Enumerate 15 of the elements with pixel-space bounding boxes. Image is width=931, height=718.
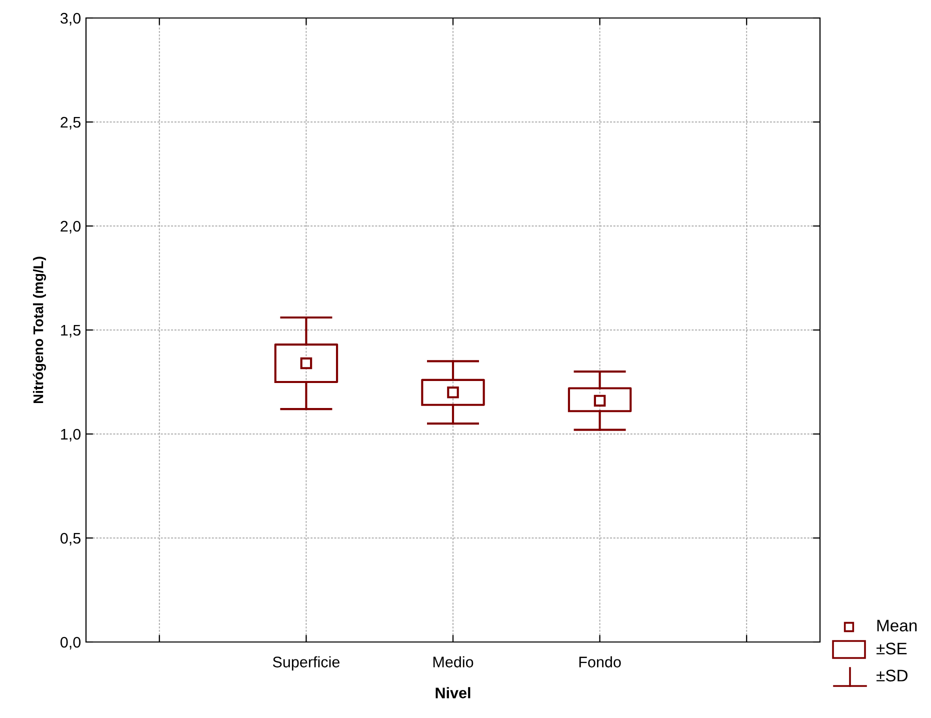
- x-tick-label: Fondo: [579, 656, 621, 668]
- text: Mean: [877, 620, 917, 632]
- x-axis-title: Nivel: [436, 687, 470, 698]
- y-tick-label: 2,0: [60, 220, 81, 234]
- text: ±SD: [876, 670, 908, 682]
- text: ±SE: [876, 642, 907, 654]
- y-axis-title: Nitrógeno Total (mg/L): [32, 256, 46, 404]
- y-tick-label: 1,0: [61, 428, 81, 442]
- y-tick-label: 0,5: [60, 532, 80, 546]
- y-tick-label: 0,0: [60, 636, 81, 650]
- x-tick-label: Medio: [433, 656, 474, 668]
- x-tick-label: Superficie: [272, 656, 340, 670]
- y-tick-label: 3,0: [60, 12, 81, 26]
- y-tick-label: 1,5: [61, 325, 80, 338]
- y-tick-label: 2,5: [60, 116, 80, 130]
